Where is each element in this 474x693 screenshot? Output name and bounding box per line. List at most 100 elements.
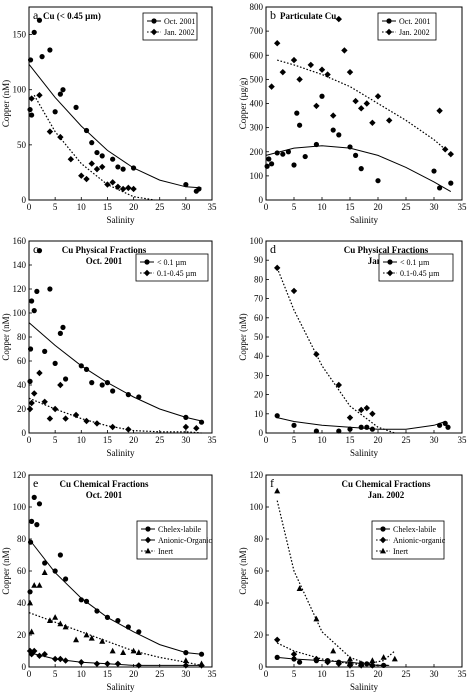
data-point [109, 423, 116, 431]
data-point [99, 153, 105, 159]
x-tick-label: 15 [103, 435, 113, 445]
data-point [31, 647, 38, 655]
data-point [93, 660, 101, 667]
data-point [193, 425, 200, 432]
data-point [347, 144, 353, 150]
y-tick-label: 140 [13, 260, 27, 270]
y-axis-label: Copper (nM) [1, 80, 11, 127]
data-point [39, 54, 45, 60]
data-point [445, 424, 451, 430]
legend-marker [144, 259, 150, 265]
data-point [198, 660, 205, 667]
data-point [89, 140, 95, 146]
y-tick-label: 300 [250, 123, 264, 133]
x-tick-label: 20 [374, 202, 384, 212]
data-point [28, 651, 35, 658]
x-tick-label: 30 [430, 669, 440, 679]
y-tick-label: 500 [250, 74, 264, 84]
x-axis-label: Salinity [106, 215, 135, 225]
y-tick-label: 10 [254, 409, 264, 419]
x-tick-label: 0 [264, 202, 269, 212]
data-point [120, 649, 127, 655]
y-tick-label: 50 [254, 332, 264, 342]
data-point [442, 146, 449, 153]
data-point [36, 369, 43, 377]
data-point [72, 411, 80, 419]
y-axis-label: Copper (nM) [238, 547, 248, 594]
x-tick-label: 10 [77, 669, 87, 679]
fit-curve [265, 145, 452, 193]
data-point [369, 426, 375, 432]
data-point [125, 426, 132, 433]
data-point [28, 399, 35, 407]
data-point [57, 330, 63, 336]
x-tick-label: 10 [318, 435, 328, 445]
legend-label: Inert [393, 547, 409, 556]
data-point [31, 582, 38, 588]
y-tick-label: 160 [13, 236, 27, 246]
data-point [358, 105, 365, 112]
data-point [290, 287, 298, 295]
x-tick-label: 10 [77, 202, 87, 212]
data-point [363, 100, 370, 107]
legend-label: Oct. 2001 [164, 17, 196, 26]
data-point [31, 29, 37, 35]
panel-title: Cu Chemical Fractions [342, 479, 431, 489]
data-point [335, 381, 342, 389]
x-tick-label: 20 [129, 202, 139, 212]
legend-label: 0.1-0.45 µm [157, 269, 197, 278]
data-point [324, 659, 331, 666]
data-point [83, 417, 90, 425]
data-point [78, 363, 84, 369]
data-point [347, 655, 353, 662]
legend-box [378, 253, 454, 282]
x-tick-label: 30 [181, 202, 191, 212]
data-point [285, 149, 291, 155]
data-point [27, 378, 33, 384]
y-tick-label: 120 [13, 470, 27, 480]
data-point [115, 618, 121, 624]
data-point [294, 110, 300, 116]
data-point [83, 598, 90, 605]
data-point [57, 381, 64, 389]
data-point [83, 631, 90, 638]
data-point [28, 95, 35, 102]
x-tick-label: 20 [374, 669, 384, 679]
y-tick-label: 200 [250, 147, 264, 157]
data-point [99, 163, 106, 171]
data-point [369, 410, 376, 417]
fit-curve [28, 397, 202, 434]
y-tick-label: 120 [13, 284, 27, 294]
data-point [119, 185, 127, 193]
data-point [104, 660, 111, 667]
data-point [336, 428, 342, 434]
panel-letter: a [33, 8, 39, 22]
y-tick-label: 100 [13, 308, 27, 318]
x-tick-label: 15 [346, 435, 356, 445]
panel-letter: c [33, 242, 38, 256]
data-point [198, 651, 205, 657]
x-tick-label: 35 [208, 435, 218, 445]
data-point [130, 185, 137, 193]
x-tick-label: 5 [53, 669, 58, 679]
y-tick-label: 120 [250, 470, 264, 480]
x-tick-label: 20 [129, 669, 139, 679]
data-point [296, 76, 303, 83]
x-tick-label: 30 [181, 435, 191, 445]
data-point [274, 636, 281, 643]
data-point [183, 650, 189, 656]
y-tick-label: 700 [250, 26, 264, 36]
data-point [136, 629, 142, 635]
fit-curve [33, 94, 155, 201]
legend-label: Chelex-labile [393, 525, 437, 534]
data-point [110, 156, 116, 162]
data-point [374, 93, 382, 100]
data-point [336, 132, 342, 138]
panel-title: Jan. 2002 [368, 490, 405, 500]
data-point [57, 655, 64, 663]
legend-marker [379, 536, 387, 544]
y-axis-label: Copper (µg/g) [238, 78, 248, 129]
legend-label: < 0.1 µm [400, 258, 430, 267]
y-tick-label: 800 [250, 2, 264, 12]
data-point [274, 150, 280, 156]
